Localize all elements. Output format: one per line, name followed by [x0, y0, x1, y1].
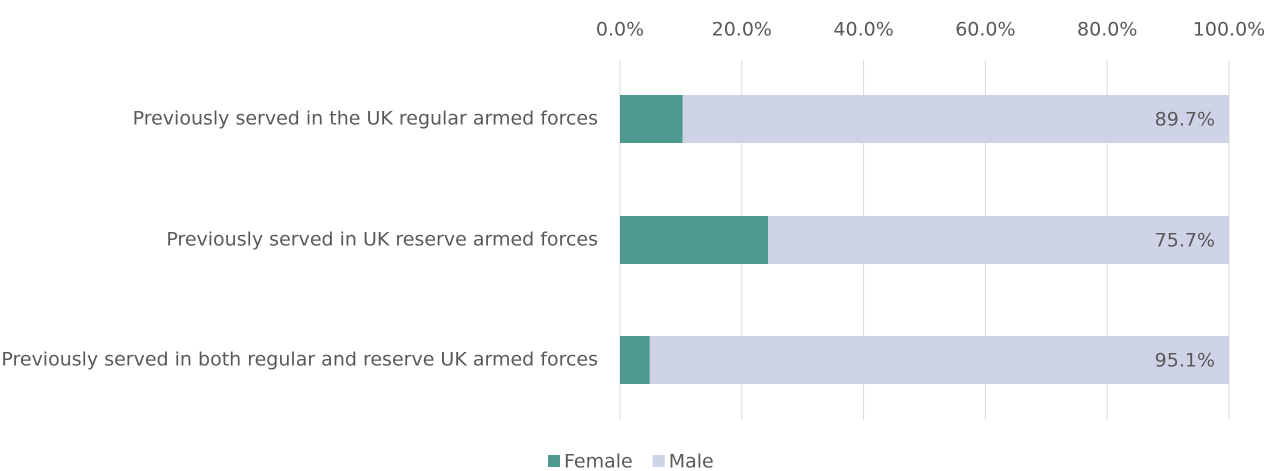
- data-label: 75.7%: [1155, 230, 1215, 252]
- category-text: Previously served in both regular and re…: [1, 348, 598, 371]
- bar-segment: [620, 216, 768, 264]
- legend-swatch: [652, 455, 665, 467]
- x-tick-label: 100.0%: [1193, 19, 1265, 41]
- x-tick-label: 40.0%: [833, 19, 893, 41]
- category-text: Previously served in UK reserve armed fo…: [166, 228, 598, 251]
- y-tick-label: Previously served in both regular and re…: [0, 347, 598, 374]
- y-tick-label: Previously served in UK reserve armed fo…: [0, 227, 598, 254]
- bar-segment: [649, 336, 1229, 384]
- legend-label: Male: [669, 451, 714, 471]
- bar-segment: [620, 336, 650, 384]
- bar-segment: [620, 95, 683, 143]
- legend-label: Female: [564, 451, 633, 471]
- bar-segment: [767, 216, 1229, 264]
- category-text: Previously served in the UK regular arme…: [132, 107, 598, 130]
- legend-swatch: [548, 455, 560, 467]
- x-tick-label: 60.0%: [955, 19, 1015, 41]
- data-label: 95.1%: [1155, 350, 1215, 372]
- data-label: 89.7%: [1155, 109, 1215, 131]
- x-tick-label: 20.0%: [712, 19, 772, 41]
- x-tick-label: 80.0%: [1077, 19, 1137, 41]
- y-tick-label: Previously served in the UK regular arme…: [0, 106, 598, 133]
- bar-segment: [682, 95, 1229, 143]
- x-tick-label: 0.0%: [596, 19, 644, 41]
